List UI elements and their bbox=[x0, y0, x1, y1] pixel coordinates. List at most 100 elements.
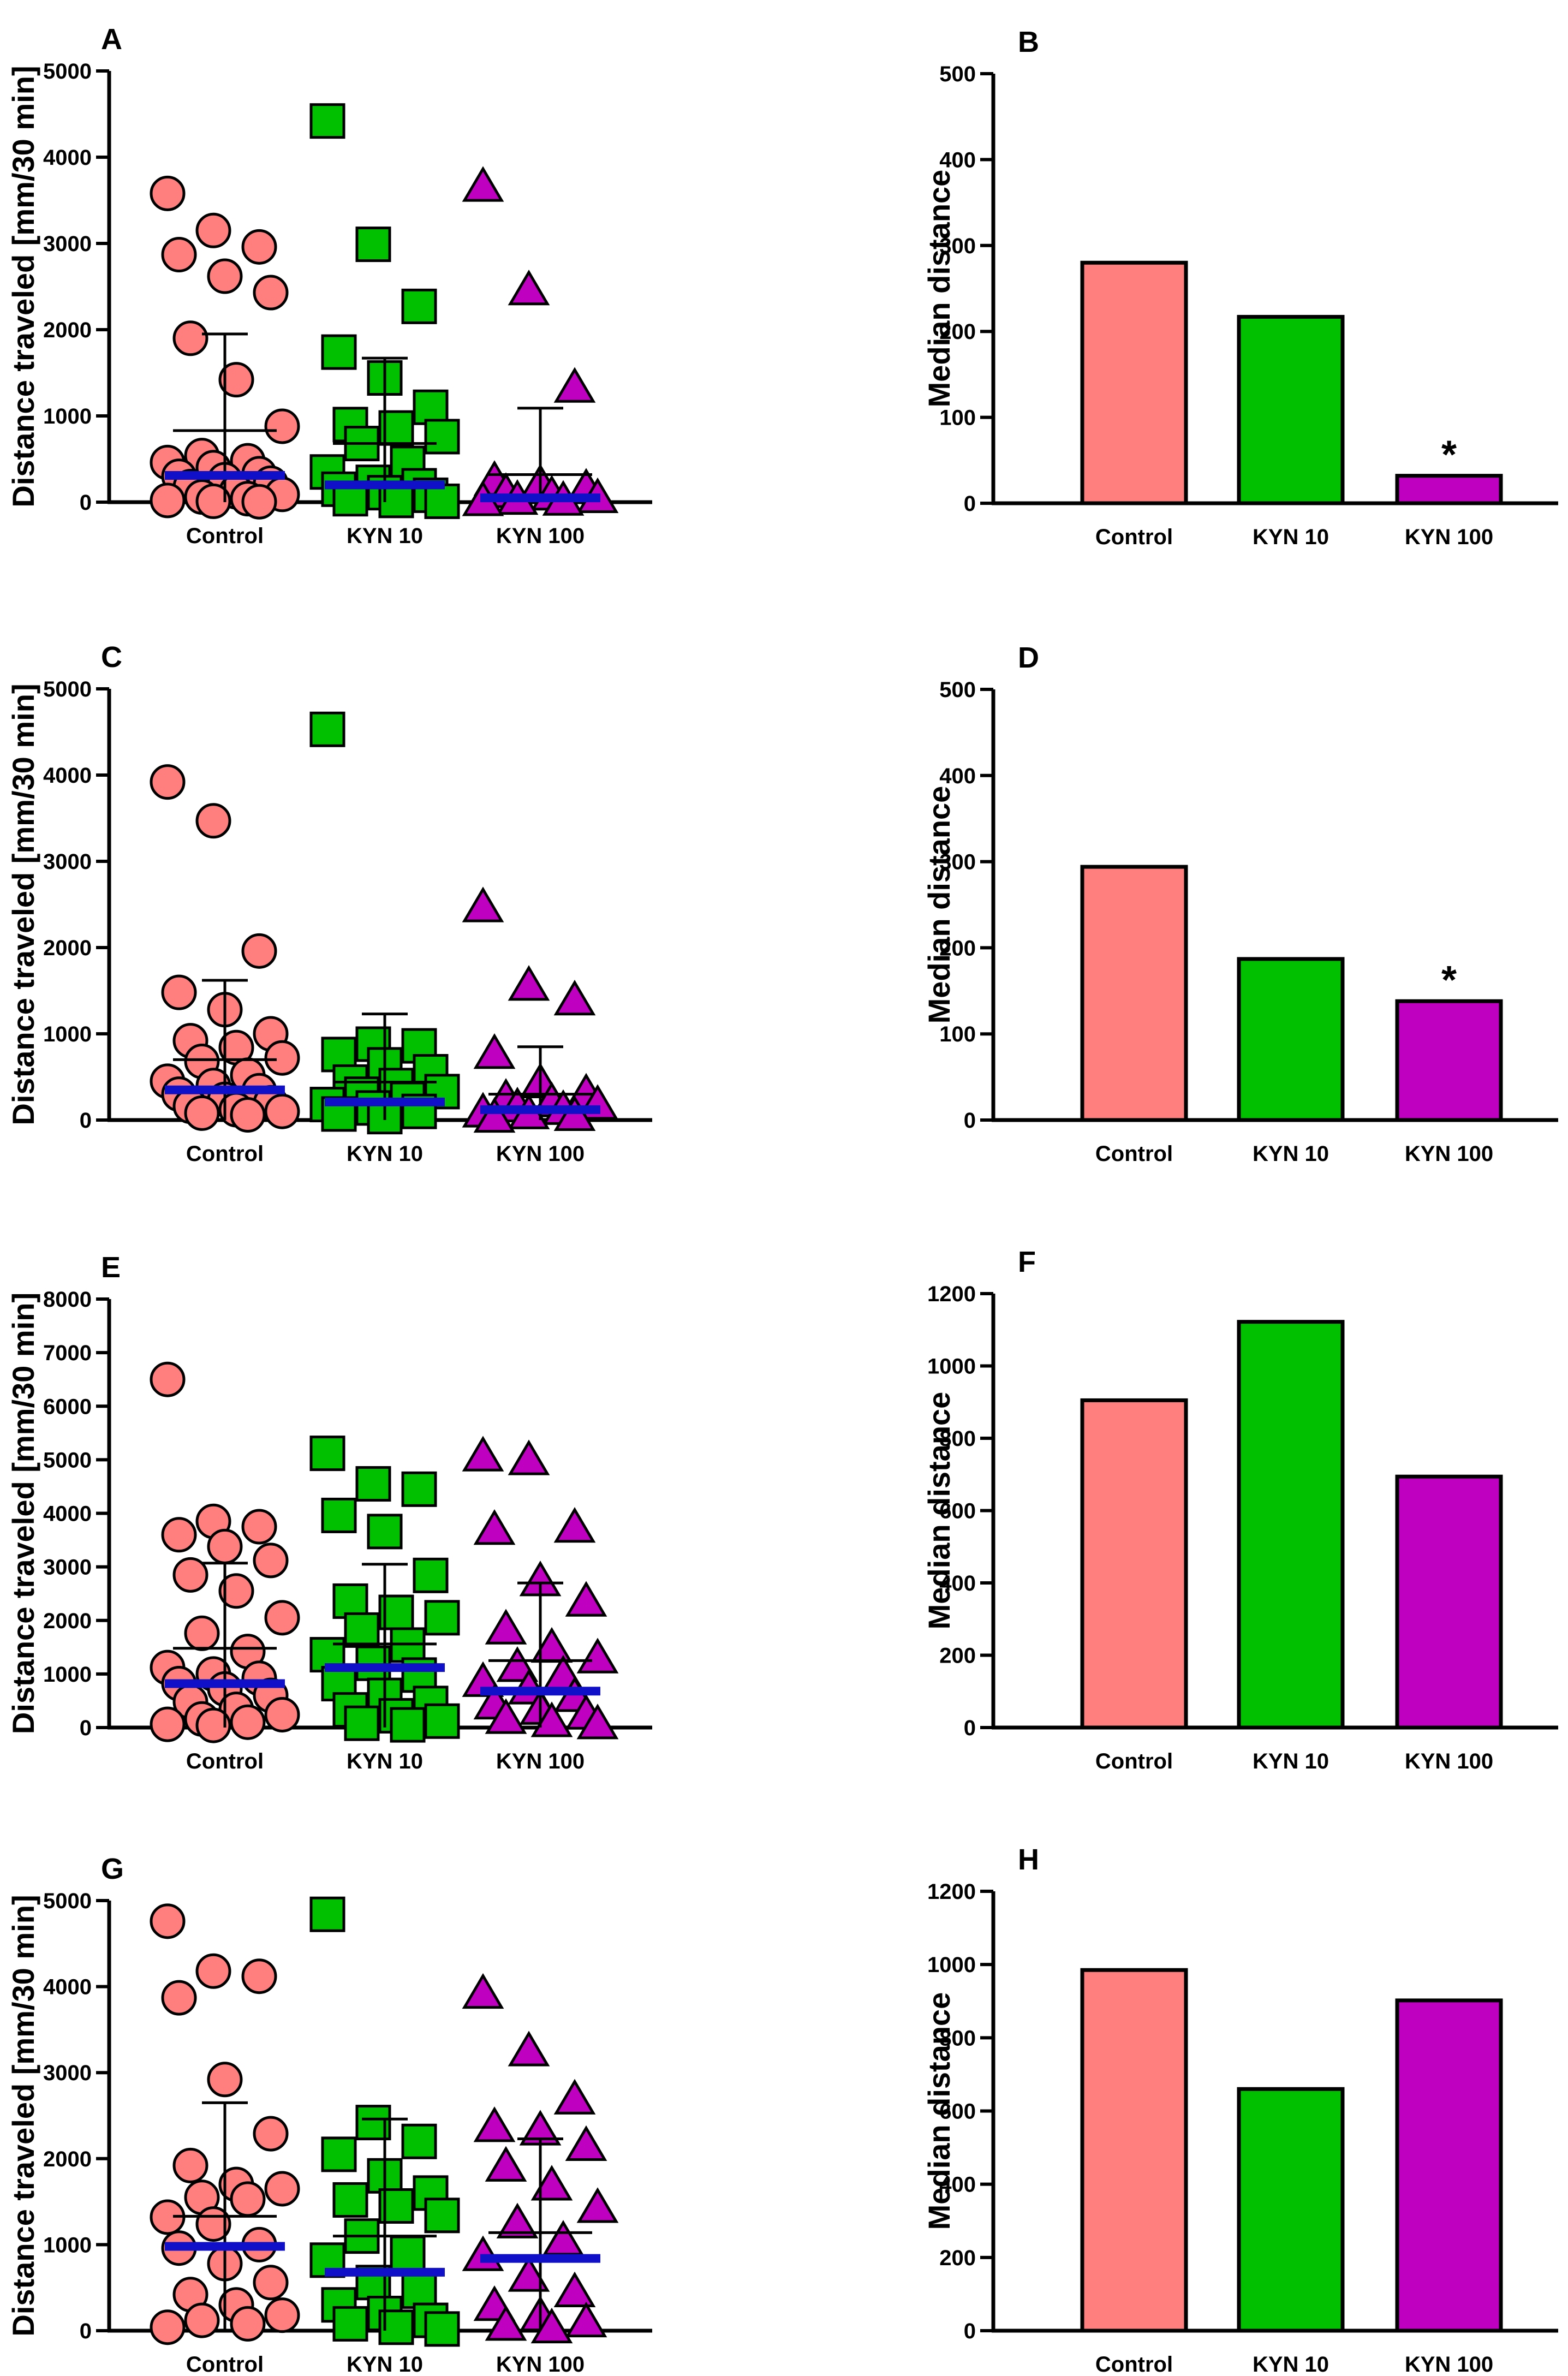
y-tick-label: 4000 bbox=[43, 146, 92, 170]
y-tick-label: 5000 bbox=[43, 1448, 92, 1472]
significance-marker: * bbox=[1441, 433, 1457, 477]
data-point-circle bbox=[150, 1361, 186, 1397]
x-tick-label: KYN 10 bbox=[1253, 1749, 1329, 1773]
data-point-triangle bbox=[530, 2165, 573, 2201]
data-point-triangle bbox=[462, 886, 504, 922]
y-tick-label: 5000 bbox=[43, 1889, 92, 1913]
data-point-triangle bbox=[565, 1581, 607, 1617]
y-tick-label: 300 bbox=[939, 850, 976, 874]
data-point-circle bbox=[195, 1953, 231, 1989]
x-tick-label: KYN 100 bbox=[496, 1142, 585, 1166]
y-tick-label: 1000 bbox=[927, 1355, 976, 1379]
data-point-circle bbox=[230, 2181, 266, 2217]
data-point-triangle bbox=[508, 2030, 550, 2067]
data-point-square bbox=[344, 1705, 380, 1741]
data-point-triangle bbox=[473, 1509, 516, 1545]
data-point-circle bbox=[241, 933, 277, 969]
data-point-square bbox=[355, 1466, 391, 1502]
panel-label: G bbox=[101, 1853, 124, 1885]
data-point-square bbox=[401, 288, 437, 324]
y-tick-label: 0 bbox=[80, 1109, 92, 1133]
y-tick-label: 200 bbox=[939, 2246, 976, 2270]
bar bbox=[1237, 314, 1345, 505]
data-point-circle bbox=[253, 2265, 289, 2301]
data-point-triangle bbox=[530, 1701, 573, 1737]
data-point-circle bbox=[253, 1543, 289, 1579]
panel-label: H bbox=[1018, 1843, 1039, 1876]
data-point-triangle bbox=[473, 1097, 516, 1133]
data-point-circle bbox=[218, 362, 254, 398]
x-tick-label: KYN 10 bbox=[347, 1749, 423, 1773]
y-tick-label: 0 bbox=[80, 1716, 92, 1740]
data-point-circle bbox=[207, 1528, 243, 1564]
data-point-circle bbox=[264, 1040, 300, 1076]
y-tick-label: 3000 bbox=[43, 232, 92, 256]
y-tick-label: 0 bbox=[964, 1716, 976, 1740]
data-point-triangle bbox=[542, 2220, 585, 2256]
y-tick-label: 1000 bbox=[43, 404, 92, 428]
data-point-square bbox=[424, 1600, 460, 1636]
y-tick-label: 1200 bbox=[927, 1880, 976, 1904]
y-tick-label: 0 bbox=[964, 492, 976, 516]
y-tick-label: 500 bbox=[939, 62, 976, 86]
data-point-circle bbox=[264, 1093, 300, 1129]
data-point-circle bbox=[253, 275, 289, 311]
data-point-square bbox=[321, 1497, 357, 1533]
data-point-square bbox=[424, 483, 460, 519]
x-tick-label: Control bbox=[186, 2353, 264, 2376]
data-point-circle bbox=[195, 212, 231, 248]
data-point-triangle bbox=[530, 2307, 573, 2344]
data-point-square bbox=[424, 2198, 460, 2234]
data-point-triangle bbox=[530, 1627, 573, 1663]
data-point-square bbox=[321, 334, 357, 370]
data-point-square bbox=[309, 1896, 345, 1932]
x-tick-label: KYN 10 bbox=[347, 2353, 423, 2376]
data-point-triangle bbox=[485, 2305, 527, 2341]
data-point-circle bbox=[150, 764, 186, 800]
y-axis-title: Median distance bbox=[922, 1392, 956, 1630]
x-tick-label: KYN 10 bbox=[1253, 525, 1329, 549]
data-point-square bbox=[424, 1703, 460, 1739]
data-point-square bbox=[355, 227, 391, 263]
data-point-square bbox=[401, 1471, 437, 1507]
data-point-circle bbox=[230, 2306, 266, 2342]
data-point-square bbox=[367, 1514, 403, 1550]
data-point-circle bbox=[184, 2302, 220, 2338]
y-tick-label: 600 bbox=[939, 1499, 976, 1523]
data-point-triangle bbox=[553, 980, 596, 1016]
data-point-circle bbox=[150, 1903, 186, 1939]
data-point-circle bbox=[207, 258, 243, 294]
panel-label: F bbox=[1018, 1246, 1036, 1278]
data-point-circle bbox=[264, 408, 300, 444]
data-point-circle bbox=[264, 2297, 300, 2333]
bar bbox=[1080, 260, 1188, 505]
x-tick-label: KYN 100 bbox=[1405, 1142, 1493, 1166]
y-axis-title: Median distance bbox=[922, 170, 956, 408]
data-point-circle bbox=[161, 1980, 197, 2016]
data-point-square bbox=[424, 2311, 460, 2347]
panel-label: B bbox=[1018, 26, 1039, 58]
y-tick-label: 2000 bbox=[43, 936, 92, 960]
data-point-circle bbox=[172, 2147, 208, 2183]
y-tick-label: 7000 bbox=[43, 1341, 92, 1365]
y-tick-label: 400 bbox=[939, 148, 976, 172]
data-point-square bbox=[424, 419, 460, 455]
data-point-square bbox=[390, 2235, 426, 2271]
y-tick-label: 5000 bbox=[43, 677, 92, 701]
bar bbox=[1395, 474, 1503, 505]
bar-panel-H: 0 200 400 600 800 1000 1200 Control KYN 10 KYN 10… bbox=[922, 1843, 1558, 2376]
scatter-panel-A: 0 1000 2000 3000 4000 5000 Control KYN 10 KYN 10… bbox=[6, 23, 652, 548]
data-point-circle bbox=[241, 1509, 277, 1545]
y-axis-title: Distance traveled [mm/30 min] bbox=[6, 683, 40, 1125]
data-point-triangle bbox=[473, 2106, 516, 2142]
bar bbox=[1237, 957, 1345, 1122]
bar-panel-D: 0 100 200 300 400 500 Control KYN 10 KYN 100 Medi… bbox=[922, 641, 1558, 1166]
x-tick-label: KYN 100 bbox=[1405, 1749, 1493, 1773]
y-tick-label: 0 bbox=[964, 2319, 976, 2343]
data-point-triangle bbox=[462, 1973, 504, 2009]
data-point-square bbox=[344, 1612, 380, 1648]
data-point-triangle bbox=[565, 2125, 607, 2161]
x-tick-label: KYN 10 bbox=[1253, 1142, 1329, 1166]
y-tick-label: 300 bbox=[939, 234, 976, 258]
data-point-square bbox=[321, 2136, 357, 2172]
